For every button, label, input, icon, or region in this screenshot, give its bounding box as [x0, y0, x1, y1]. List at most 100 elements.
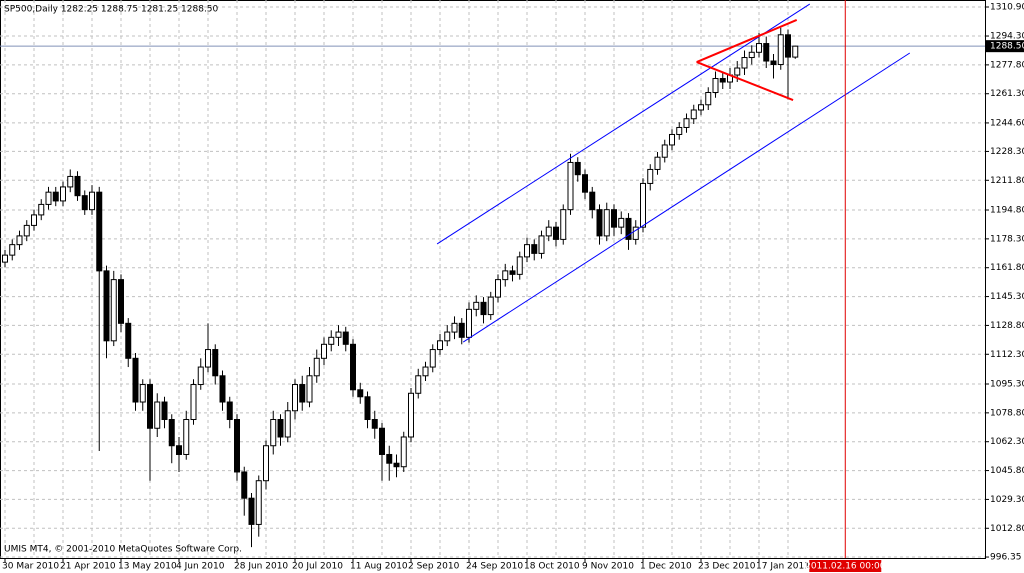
- candle-body: [785, 34, 791, 58]
- candle-body: [531, 244, 538, 254]
- candle-body: [509, 270, 516, 275]
- candle-body: [103, 270, 110, 342]
- candle-body: [756, 43, 762, 53]
- candle-body: [734, 67, 741, 76]
- candle-body: [473, 301, 480, 310]
- x-tick-label: 28 Jun 2010: [234, 562, 288, 572]
- y-tick-label: 1277.80: [990, 60, 1024, 70]
- candle-body: [168, 419, 175, 447]
- candle-body: [632, 226, 639, 240]
- trendline: [436, 3, 811, 245]
- candle-body: [451, 322, 458, 333]
- candle-body: [466, 308, 472, 338]
- candle-body: [618, 217, 625, 228]
- y-tick-label: 1161.80: [990, 263, 1024, 273]
- y-tick-label: 1261.30: [990, 89, 1024, 99]
- plot-frame: [0, 0, 986, 559]
- candle-body: [582, 174, 588, 193]
- candle-body: [712, 78, 719, 94]
- candle-body: [9, 244, 16, 256]
- candle-body: [197, 366, 204, 386]
- y-tick-label: 1244.60: [990, 118, 1024, 128]
- candle-body: [647, 168, 654, 184]
- candle-body: [132, 357, 139, 403]
- candle-body: [495, 279, 501, 298]
- y-tick-label: 1095.30: [990, 380, 1024, 390]
- candle-body: [705, 92, 712, 106]
- x-tick-label: 23 Dec 2010: [698, 562, 756, 572]
- candle-body: [400, 436, 407, 468]
- x-tick-label: 30 Mar 2010: [2, 562, 59, 572]
- candle-body: [96, 191, 103, 272]
- candle-body: [596, 209, 603, 237]
- candle-body: [212, 349, 219, 377]
- candle-body: [502, 270, 509, 281]
- candle-body: [777, 34, 784, 66]
- x-tick-label: 18 Oct 2010: [524, 562, 580, 572]
- separator-label: 2011.02.16 00:00: [805, 562, 886, 572]
- trendline: [696, 61, 794, 101]
- candle-body: [603, 209, 610, 237]
- candle-body: [139, 384, 146, 403]
- candle-body: [270, 419, 277, 447]
- candle-body: [661, 144, 668, 158]
- y-tick-label: 1145.30: [990, 292, 1024, 302]
- candle-body: [147, 384, 153, 429]
- candle-body: [393, 462, 400, 468]
- x-tick-label: 2 Sep 2010: [408, 562, 460, 572]
- candle-body: [176, 445, 182, 455]
- candle-body: [770, 60, 777, 66]
- x-tick-label: 1 Dec 2010: [640, 562, 692, 572]
- candle-body: [545, 226, 552, 237]
- candle-body: [357, 389, 364, 398]
- candle-body: [589, 191, 596, 211]
- candle-body: [371, 419, 378, 429]
- y-tick-label: 996.35: [990, 553, 1022, 563]
- candle-body: [335, 331, 342, 338]
- candle-body: [2, 254, 8, 263]
- candle-body: [669, 133, 675, 146]
- candle-body: [226, 401, 233, 421]
- y-tick-label: 1128.80: [990, 321, 1024, 331]
- candle-body: [676, 126, 683, 135]
- candle-body: [52, 191, 59, 202]
- candle-body: [219, 375, 226, 403]
- header-text: SP500,Daily 1282.25 1288.75 1281.25 1288…: [4, 5, 219, 15]
- candle-body: [480, 301, 487, 316]
- candle-body: [458, 322, 465, 338]
- candle-body: [415, 375, 422, 394]
- separator-label-box: [809, 560, 882, 572]
- candle-body: [625, 217, 632, 240]
- x-tick-label: 24 Sep 2010: [466, 562, 523, 572]
- candle-body: [125, 322, 132, 359]
- y-tick-label: 1112.30: [990, 350, 1024, 360]
- candle-body: [74, 175, 81, 197]
- x-tick-label: 4 Jun 2010: [176, 562, 225, 572]
- candle-body: [444, 331, 451, 342]
- candle-body: [560, 209, 567, 240]
- y-tick-label: 1228.30: [990, 147, 1024, 157]
- candle-body: [31, 214, 37, 226]
- x-tick-label: 11 Aug 2010: [350, 562, 408, 572]
- candle-body: [321, 343, 327, 359]
- candle-body: [422, 366, 429, 377]
- candle-body: [67, 175, 74, 188]
- candle-body: [38, 203, 45, 216]
- candle-body: [437, 340, 443, 351]
- candle-body: [567, 161, 574, 211]
- candle-body: [553, 226, 559, 240]
- candle-body: [284, 410, 291, 438]
- y-tick-label: 1310.90: [990, 2, 1024, 12]
- candle-body: [342, 331, 349, 345]
- footer-text: UMIS MT4, © 2001-2010 MetaQuotes Softwar…: [4, 545, 242, 555]
- candle-body: [538, 235, 545, 254]
- candle-body: [683, 118, 690, 128]
- candle-body: [364, 396, 371, 421]
- trendline: [696, 19, 798, 63]
- candle-body: [698, 104, 704, 111]
- x-tick-label: 17 Jan 2011: [756, 562, 810, 572]
- price-label-box: [986, 40, 1024, 53]
- candle-body: [205, 349, 211, 368]
